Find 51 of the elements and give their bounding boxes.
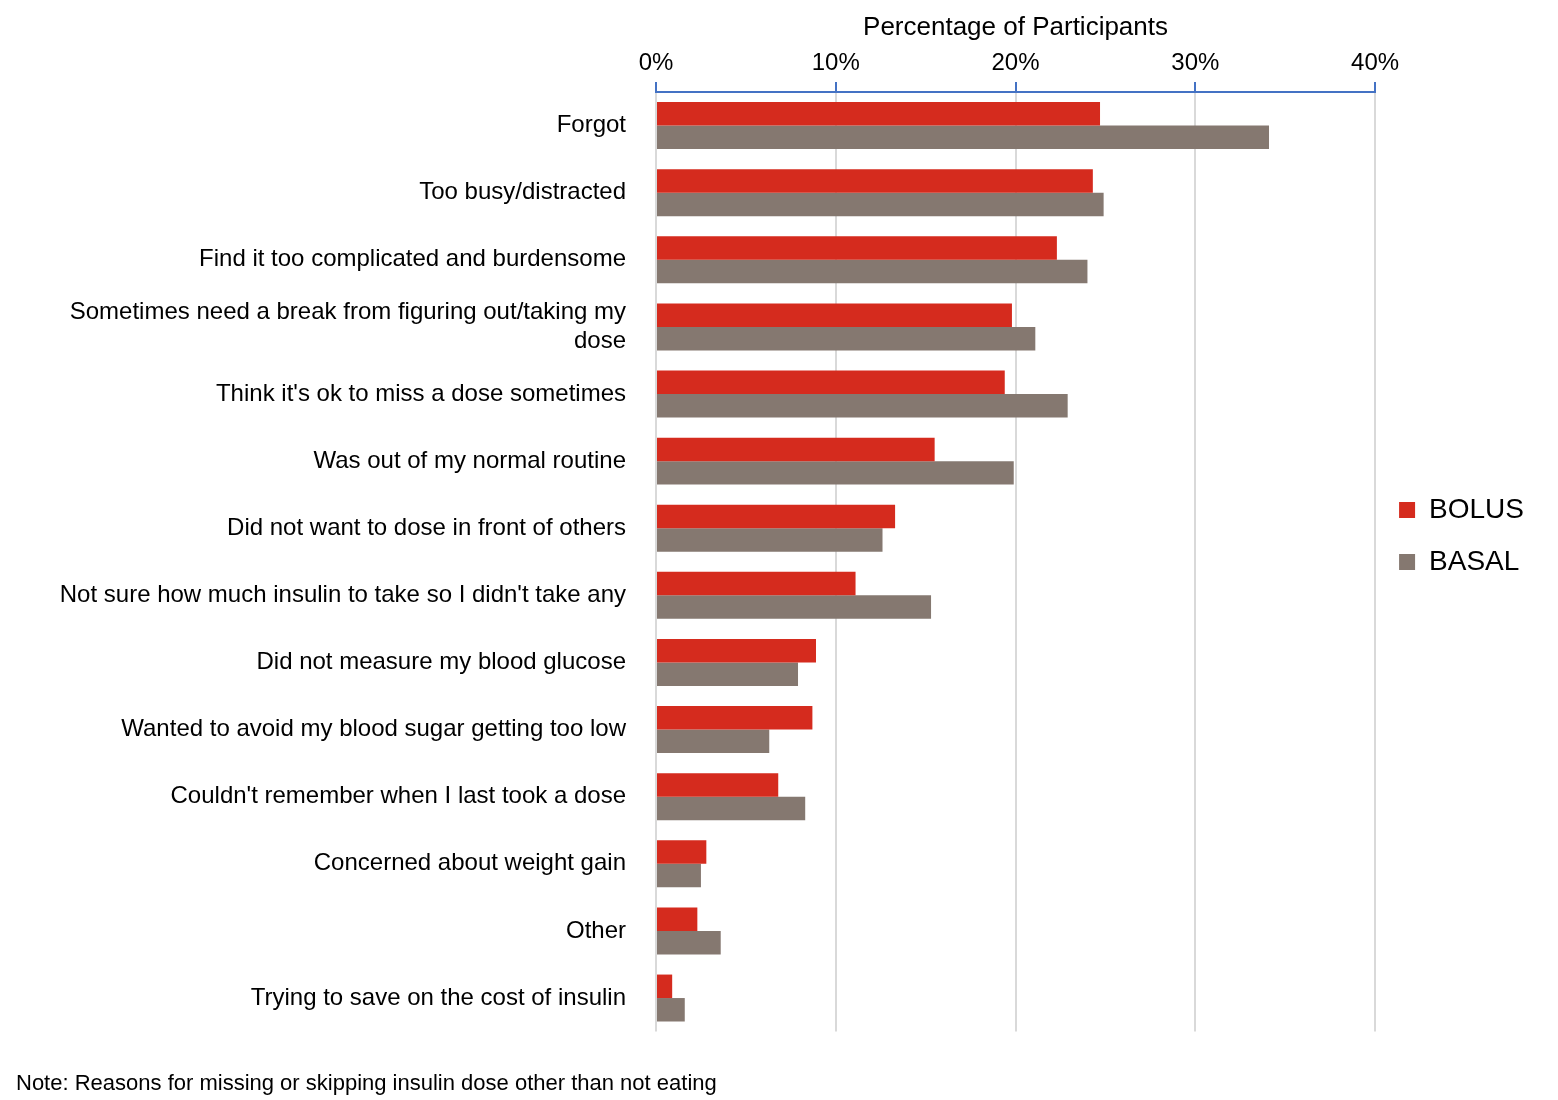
bar xyxy=(657,102,1101,126)
x-tick-label: 10% xyxy=(811,48,860,76)
bar xyxy=(657,461,1014,485)
y-tick-label: Sometimes need a break from figuring out/taking my dose xyxy=(69,297,626,353)
bar xyxy=(657,370,1005,395)
y-tick-label: Concerned about weight gain xyxy=(313,848,626,876)
bar xyxy=(657,662,799,686)
x-tick-label: 20% xyxy=(991,48,1040,76)
bar xyxy=(657,998,685,1022)
bar xyxy=(657,303,1012,327)
bar xyxy=(657,773,779,797)
y-tick-label: Find it too complicated and burdensome xyxy=(199,244,626,272)
bar xyxy=(657,863,701,888)
x-tick-label: 40% xyxy=(1351,48,1400,76)
y-tick-label: Not sure how much insulin to take so I didn't take any xyxy=(59,579,626,607)
bar xyxy=(657,796,806,821)
y-tick-label: Too busy/distracted xyxy=(419,177,626,205)
bar xyxy=(657,571,856,596)
bar xyxy=(657,394,1068,418)
bar xyxy=(657,840,707,864)
y-tick-label: Was out of my normal routine xyxy=(313,445,626,473)
bar xyxy=(657,595,932,619)
x-axis-title: Percentage of Participants xyxy=(863,10,1169,41)
bar xyxy=(657,528,883,552)
bar xyxy=(657,192,1104,217)
bar xyxy=(657,236,1057,260)
y-tick-label: Think it's ok to miss a dose sometimes xyxy=(215,378,626,406)
bar xyxy=(657,326,1036,351)
bar xyxy=(657,930,721,955)
bar xyxy=(657,907,698,931)
bar xyxy=(657,169,1093,193)
y-tick-label: Did not want to dose in front of others xyxy=(227,512,626,540)
text: Note: Reasons for missing or skipping insulin dose other than not eating xyxy=(16,1070,717,1096)
x-tick-label: 30% xyxy=(1171,48,1220,76)
y-tick-label: Wanted to avoid my blood sugar getting too low xyxy=(121,714,627,742)
y-tick-label: Forgot xyxy=(556,110,627,138)
bar xyxy=(657,125,1270,150)
bar xyxy=(657,259,1088,284)
bar xyxy=(657,638,816,663)
bar xyxy=(657,437,935,462)
bar xyxy=(657,974,673,999)
bar xyxy=(657,729,770,754)
y-tick-label: Trying to save on the cost of insulin xyxy=(250,982,626,1010)
bar xyxy=(657,706,813,730)
legend-label: BOLUS xyxy=(1429,492,1525,524)
y-tick-label: Couldn't remember when I last took a dose xyxy=(170,781,626,809)
x-tick-label: 0% xyxy=(638,48,674,76)
y-tick-label: Other xyxy=(565,915,626,943)
legend-label: BASAL xyxy=(1429,544,1520,576)
y-tick-label: Did not measure my blood glucose xyxy=(256,647,626,675)
bar xyxy=(657,504,896,529)
